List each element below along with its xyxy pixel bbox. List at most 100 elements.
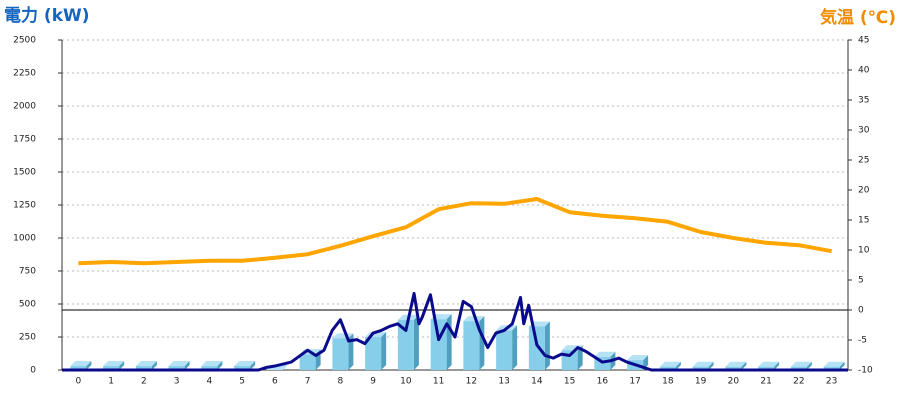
- bar-side: [577, 345, 583, 370]
- power-line: [62, 291, 848, 372]
- x-tick-label: 4: [207, 377, 213, 387]
- bar-side: [184, 361, 190, 370]
- bar-side: [675, 361, 681, 370]
- bar-side: [708, 361, 714, 370]
- bar-top: [725, 361, 747, 367]
- bar: [135, 366, 152, 370]
- y-tick-label: 2250: [13, 69, 36, 79]
- x-tick-label: 17: [629, 377, 640, 387]
- bar: [299, 354, 316, 370]
- x-tick-label: 6: [272, 377, 278, 387]
- bar-side: [774, 361, 780, 370]
- x-tick-label: 1: [108, 377, 114, 387]
- bar-top: [659, 361, 681, 367]
- y-tick-label: 500: [19, 300, 36, 310]
- x-tick-label: 12: [466, 377, 477, 387]
- bar: [725, 366, 742, 370]
- y-tick-label: 0: [30, 366, 36, 376]
- y2-tick-label: -5: [858, 336, 867, 346]
- x-tick-label: 5: [239, 377, 245, 387]
- x-tick-label: 21: [760, 377, 771, 387]
- bar-side: [250, 361, 256, 370]
- bar: [201, 366, 218, 370]
- bar-top: [168, 361, 190, 367]
- x-tick-label: 10: [400, 377, 412, 387]
- bar: [528, 326, 545, 370]
- bar: [103, 366, 120, 370]
- bar-side: [217, 361, 223, 370]
- x-tick-label: 3: [174, 377, 180, 387]
- bar-top: [758, 361, 780, 367]
- x-tick-label: 0: [76, 377, 82, 387]
- bar-top: [823, 361, 845, 367]
- y-tick-label: 2000: [13, 102, 36, 112]
- bar: [397, 319, 414, 370]
- bar: [365, 337, 382, 370]
- bar: [234, 366, 251, 370]
- bar-side: [413, 314, 419, 370]
- x-tick-label: 23: [826, 377, 837, 387]
- y-tick-label: 1500: [13, 168, 36, 178]
- x-tick-label: 2: [141, 377, 147, 387]
- bar-top: [103, 361, 125, 367]
- x-tick-label: 13: [498, 377, 509, 387]
- bar-side: [839, 361, 845, 370]
- y-tick-label: 2500: [13, 36, 36, 46]
- bar: [659, 366, 676, 370]
- bar-side: [806, 361, 812, 370]
- x-tick-label: 11: [433, 377, 444, 387]
- y-tick-label: 1000: [13, 234, 36, 244]
- bar: [758, 366, 775, 370]
- y2-tick-label: 40: [858, 66, 870, 76]
- bar-side: [381, 332, 387, 370]
- x-tick-label: 15: [564, 377, 575, 387]
- x-tick-label: 9: [370, 377, 376, 387]
- bar-side: [479, 316, 485, 370]
- bar-side: [348, 333, 354, 370]
- right-axis-title: 気温 (℃): [819, 7, 896, 28]
- bar: [692, 366, 709, 370]
- bar-top: [70, 361, 92, 367]
- bar-side: [741, 361, 747, 370]
- x-tick-label: 22: [793, 377, 804, 387]
- x-tick-label: 8: [338, 377, 344, 387]
- x-tick-label: 18: [662, 377, 674, 387]
- bar: [790, 366, 807, 370]
- y2-tick-label: 35: [858, 96, 869, 106]
- x-tick-label: 7: [305, 377, 311, 387]
- y2-tick-label: 20: [858, 186, 870, 196]
- bar: [496, 330, 513, 370]
- bar-top: [692, 361, 714, 367]
- x-tick-label: 20: [728, 377, 740, 387]
- y-tick-label: 1250: [13, 201, 36, 211]
- y2-tick-label: 45: [858, 36, 869, 46]
- y2-tick-label: 25: [858, 156, 869, 166]
- x-tick-label: 14: [531, 377, 543, 387]
- y2-tick-label: 5: [858, 276, 864, 286]
- y-tick-label: 250: [19, 333, 36, 343]
- y2-tick-label: 15: [858, 216, 869, 226]
- bar: [823, 366, 840, 370]
- y2-tick-label: 0: [858, 306, 864, 316]
- y2-tick-label: -10: [858, 366, 873, 376]
- bar-top: [790, 361, 812, 367]
- y-tick-label: 750: [19, 267, 36, 277]
- bar-side: [512, 325, 518, 370]
- x-tick-label: 16: [597, 377, 609, 387]
- temperature-line: [78, 197, 832, 266]
- bar-top: [627, 355, 649, 361]
- y2-tick-label: 10: [858, 246, 870, 256]
- bar-top: [594, 351, 616, 357]
- x-tick-label: 19: [695, 377, 707, 387]
- bar: [463, 321, 480, 370]
- bar-top: [135, 361, 157, 367]
- bar: [332, 338, 349, 370]
- bar-top: [463, 316, 485, 322]
- y2-tick-label: 30: [858, 126, 870, 136]
- left-axis-title: 電力 (kW): [4, 5, 90, 26]
- bar: [70, 366, 87, 370]
- bar-side: [86, 361, 92, 370]
- bar-side: [119, 361, 125, 370]
- bar: [168, 366, 185, 370]
